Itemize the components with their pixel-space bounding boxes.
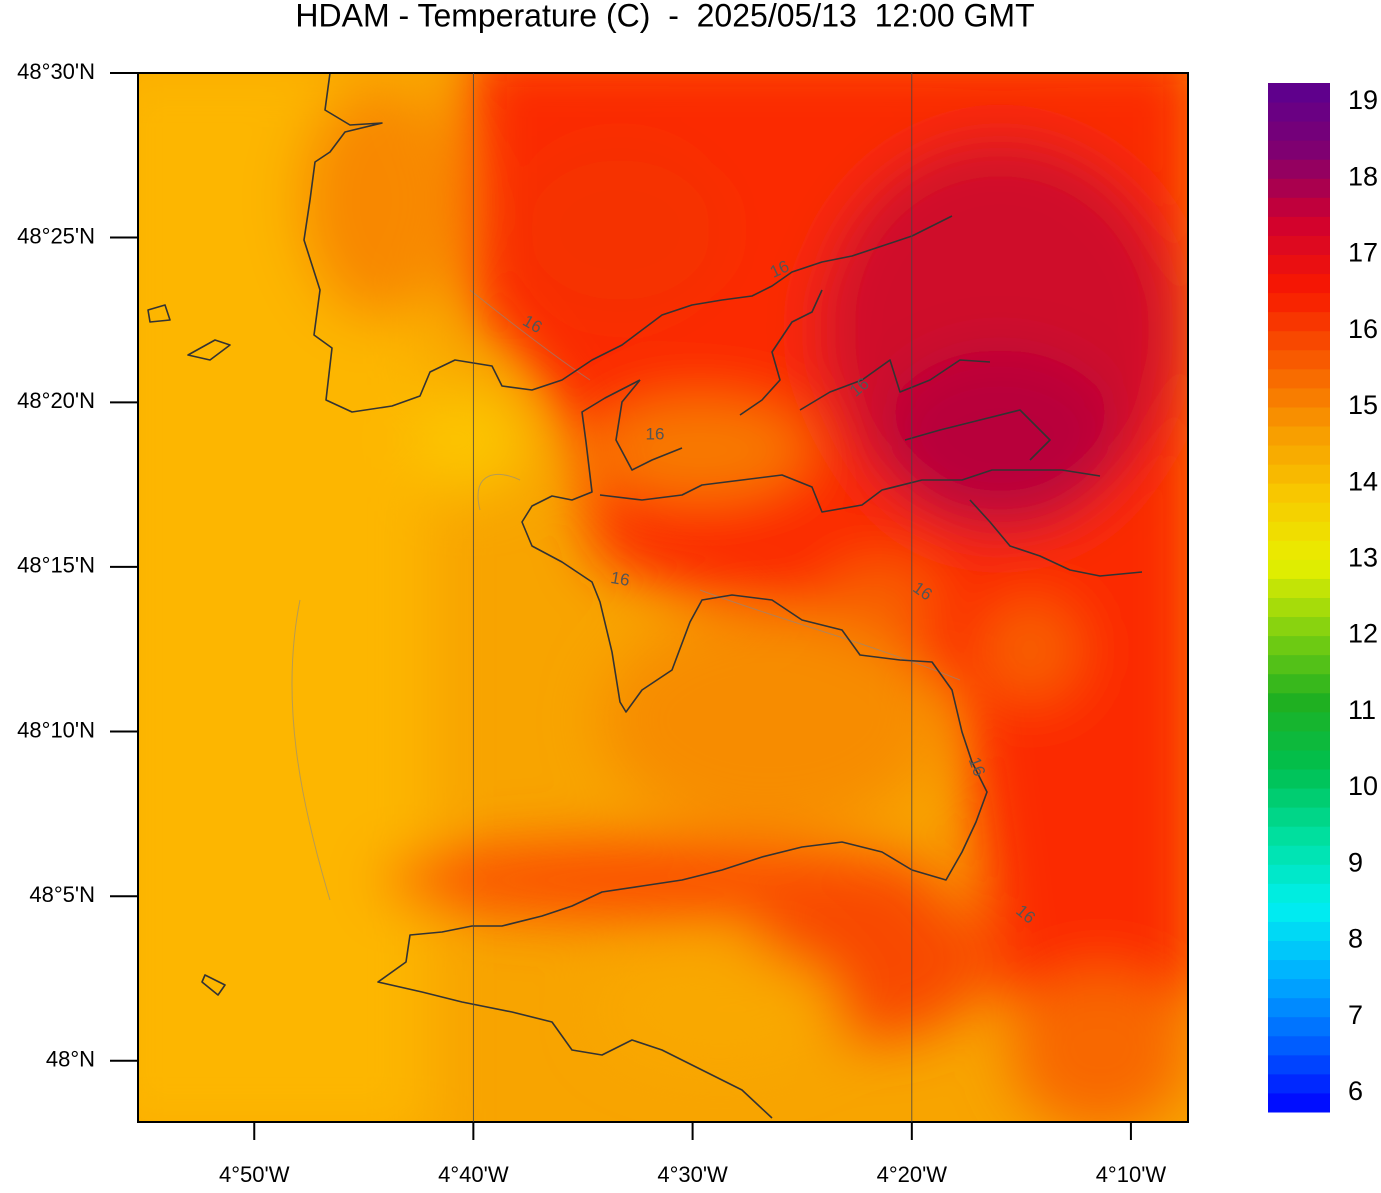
colorbar-band <box>1268 292 1330 313</box>
colorbar-band <box>1268 311 1330 332</box>
colorbar-band <box>1268 883 1330 903</box>
colorbar-band <box>1268 235 1330 255</box>
colorbar-band <box>1268 826 1330 846</box>
colorbar-band <box>1268 159 1330 179</box>
colorbar-band <box>1268 730 1330 751</box>
colorbar-band <box>1268 921 1330 941</box>
colorbar-band <box>1268 673 1330 694</box>
colorbar-band <box>1268 521 1330 541</box>
colorbar-band <box>1268 788 1330 808</box>
colorbar-band <box>1268 368 1330 389</box>
colorbar-band <box>1268 807 1330 827</box>
colorbar-label: 15 <box>1348 390 1378 420</box>
colorbar-band <box>1268 1035 1330 1056</box>
temperature-field <box>138 73 1188 1122</box>
colorbar-band <box>1268 769 1330 789</box>
y-tick-label: 48°30'N <box>17 59 95 84</box>
colorbar-band <box>1268 1073 1330 1094</box>
y-tick-label: 48°N <box>46 1047 95 1072</box>
plot-frame <box>137 72 1189 1123</box>
colorbar-band <box>1268 711 1330 732</box>
colorbar-band <box>1268 121 1330 141</box>
colorbar-band <box>1268 845 1330 865</box>
colorbar-band <box>1268 940 1330 961</box>
colorbar-band <box>1268 540 1330 560</box>
colorbar-label: 16 <box>1348 314 1378 344</box>
colorbar-band <box>1268 654 1330 675</box>
colorbar-label: 17 <box>1348 238 1378 268</box>
x-tick-label: 4°20'W <box>877 1162 948 1187</box>
colorbar-band <box>1268 464 1330 484</box>
colorbar-label: 13 <box>1348 543 1378 573</box>
colorbar-label: 12 <box>1348 619 1378 649</box>
colorbar-band <box>1268 216 1330 236</box>
y-tick-label: 48°10'N <box>17 717 95 742</box>
colorbar-band <box>1268 616 1330 637</box>
colorbar-label: 11 <box>1348 695 1376 725</box>
y-tick-label: 48°20'N <box>17 388 95 413</box>
colorbar-band <box>1268 749 1330 770</box>
colorbar-label: 14 <box>1348 466 1378 496</box>
colorbar-label: 6 <box>1348 1076 1363 1106</box>
x-tick-label: 4°10'W <box>1096 1162 1167 1187</box>
colorbar-band <box>1268 483 1330 503</box>
colorbar-band <box>1268 692 1330 713</box>
colorbar-band <box>1268 426 1330 446</box>
y-tick-label: 48°15'N <box>17 553 95 578</box>
x-tick-label: 4°40'W <box>438 1162 509 1187</box>
y-tick-label: 48°5'N <box>29 882 95 907</box>
colorbar-label: 7 <box>1348 1000 1363 1030</box>
colorbar-band <box>1268 978 1330 999</box>
colorbar-band <box>1268 140 1330 160</box>
colorbar-band <box>1268 597 1330 618</box>
map-title: HDAM - Temperature (C) - 2025/05/13 12:0… <box>295 0 1034 33</box>
colorbar-band <box>1268 254 1330 275</box>
colorbar-band <box>1268 864 1330 884</box>
colorbar-band <box>1268 959 1330 980</box>
colorbar-band <box>1268 502 1330 522</box>
colorbar-band <box>1268 1092 1330 1113</box>
contour-label: 16 <box>646 424 665 443</box>
colorbar-band <box>1268 387 1330 408</box>
colorbar-band <box>1268 902 1330 922</box>
colorbar-label: 18 <box>1348 161 1378 191</box>
colorbar-band <box>1268 1054 1330 1075</box>
colorbar-label: 19 <box>1348 85 1378 115</box>
colorbar-band <box>1268 406 1330 427</box>
colorbar-band <box>1268 349 1330 370</box>
colorbar-band <box>1268 83 1330 103</box>
y-tick-label: 48°25'N <box>17 223 95 248</box>
colorbar-label: 9 <box>1348 847 1363 877</box>
colorbar-band <box>1268 1016 1330 1037</box>
x-tick-label: 4°30'W <box>657 1162 728 1187</box>
colorbar-band <box>1268 178 1330 198</box>
colorbar-label: 10 <box>1348 771 1378 801</box>
colorbar-band <box>1268 559 1330 579</box>
contour-label: 16 <box>609 568 631 590</box>
colorbar-band <box>1268 445 1330 465</box>
colorbar-band <box>1268 997 1330 1018</box>
colorbar-band <box>1268 273 1330 294</box>
colorbar-band <box>1268 330 1330 351</box>
colorbar-band <box>1268 635 1330 656</box>
colorbar-band <box>1268 197 1330 217</box>
x-tick-label: 4°50'W <box>219 1162 290 1187</box>
colorbar-label: 8 <box>1348 924 1363 954</box>
colorbar-band <box>1268 578 1330 598</box>
colorbar-band <box>1268 102 1330 122</box>
